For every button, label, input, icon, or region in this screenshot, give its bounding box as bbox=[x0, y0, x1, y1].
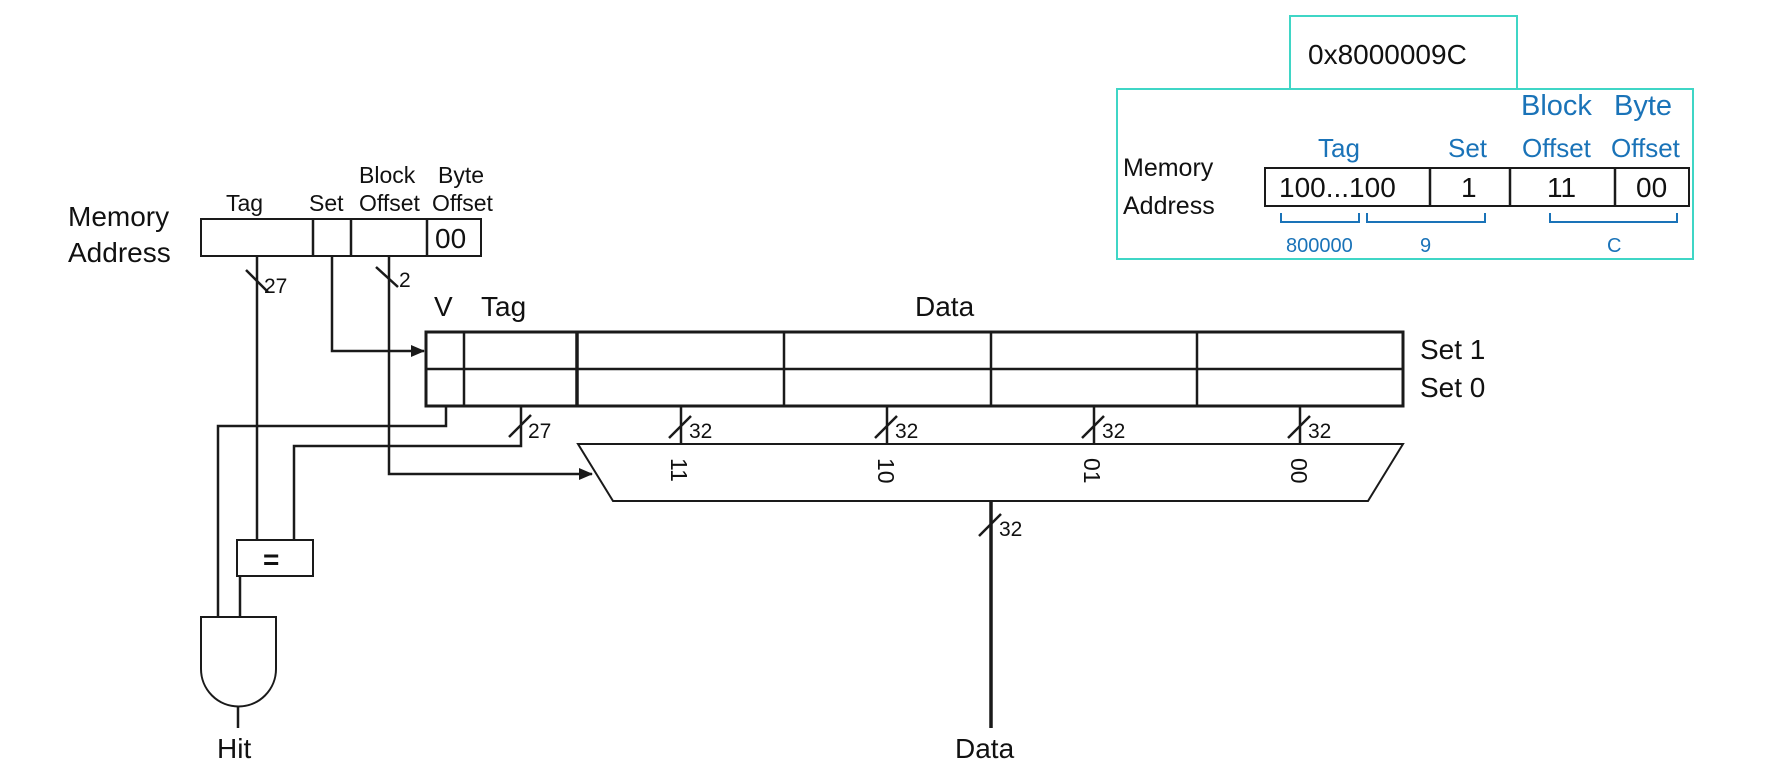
example-block-bits: 11 bbox=[1547, 172, 1576, 203]
example-byte-bits: 00 bbox=[1636, 172, 1667, 203]
mux-input-11: 11 bbox=[666, 458, 692, 482]
example-field-byte-1: Byte bbox=[1614, 90, 1672, 122]
and-gate bbox=[201, 617, 276, 707]
example-address-label-2: Address bbox=[1123, 192, 1215, 220]
word-width-00: 32 bbox=[1308, 420, 1331, 443]
left-field-tag-label: Tag bbox=[226, 190, 263, 216]
left-address-label-line1: Memory bbox=[68, 201, 169, 232]
cache-array: V Tag Data Set 1 Set 0 bbox=[426, 291, 1485, 406]
cache-col-v-label: V bbox=[434, 291, 453, 322]
left-field-set-label: Set bbox=[309, 190, 344, 216]
example-address-panel: 0x8000009C Memory Address Tag Set Block … bbox=[1117, 16, 1693, 259]
cache-row-set1-label: Set 1 bbox=[1420, 334, 1485, 365]
left-field-block-label-2: Offset bbox=[359, 190, 421, 216]
block-bus-width: 2 bbox=[399, 269, 411, 292]
comparator: = bbox=[237, 540, 313, 576]
example-field-tag: Tag bbox=[1318, 133, 1360, 163]
and-gate-shape bbox=[201, 617, 276, 707]
cache-col-data-label: Data bbox=[915, 291, 975, 322]
example-tag-bits: 100...100 bbox=[1279, 172, 1396, 203]
example-hex-group-tag: 800000 bbox=[1286, 235, 1353, 257]
left-byte-offset-value: 00 bbox=[435, 223, 466, 254]
left-field-block-label-1: Block bbox=[359, 162, 416, 188]
left-field-byte-label-2: Offset bbox=[432, 190, 494, 216]
stored-tag-width: 27 bbox=[528, 420, 551, 443]
mux-input-00: 00 bbox=[1286, 458, 1312, 484]
example-field-set: Set bbox=[1448, 133, 1488, 163]
left-field-byte-label-1: Byte bbox=[438, 162, 484, 188]
mux-output-width: 32 bbox=[999, 518, 1022, 541]
example-hex-group-set: 9 bbox=[1420, 235, 1431, 257]
mux-trapezoid bbox=[578, 444, 1403, 501]
mux-input-10: 10 bbox=[873, 458, 899, 484]
mux-input-01: 01 bbox=[1079, 458, 1105, 484]
word-width-11: 32 bbox=[689, 420, 712, 443]
comparator-symbol: = bbox=[263, 544, 279, 575]
word-width-01: 32 bbox=[1102, 420, 1125, 443]
left-memory-address: Memory Address Tag Set Block Offset Byte… bbox=[68, 162, 494, 298]
word-width-10: 32 bbox=[895, 420, 918, 443]
data-output-label: Data bbox=[955, 733, 1015, 764]
hit-label: Hit bbox=[217, 733, 251, 764]
example-field-byte-2: Offset bbox=[1611, 133, 1681, 163]
cache-row-set0-label: Set 0 bbox=[1420, 372, 1485, 403]
example-hex-address: 0x8000009C bbox=[1308, 39, 1467, 70]
example-set-bit: 1 bbox=[1461, 172, 1477, 203]
cache-col-tag-label: Tag bbox=[481, 291, 526, 322]
mux: 11 10 01 00 bbox=[578, 444, 1403, 501]
tag-bus-width: 27 bbox=[264, 275, 287, 298]
example-address-label-1: Memory bbox=[1123, 154, 1214, 182]
example-field-block-2: Offset bbox=[1522, 133, 1592, 163]
example-field-block-1: Block bbox=[1521, 90, 1592, 122]
left-address-label-line2: Address bbox=[68, 237, 171, 268]
example-hex-group-offset: C bbox=[1607, 235, 1621, 257]
